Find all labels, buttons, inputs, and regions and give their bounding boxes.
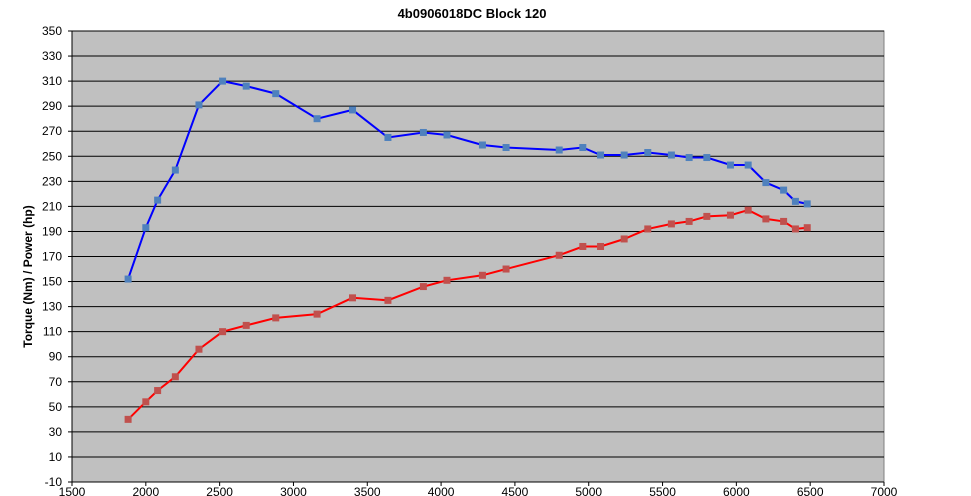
data-point: [579, 242, 587, 250]
data-point: [349, 294, 357, 302]
data-point: [703, 154, 711, 162]
data-point: [171, 373, 179, 381]
data-point: [579, 144, 587, 152]
series-1: [124, 206, 811, 423]
data-point: [644, 149, 652, 157]
data-point: [620, 151, 628, 159]
data-point: [443, 131, 451, 139]
data-point: [313, 310, 321, 318]
data-point: [154, 196, 162, 204]
data-point: [685, 154, 693, 162]
y-tick-label: 150: [42, 275, 62, 289]
data-point: [419, 128, 427, 136]
x-tick-label: 3000: [280, 485, 307, 496]
data-point: [791, 197, 799, 205]
y-axis-tick-labels: -10 10 30 50 70 90 110 130 150 170 190 210 230 250 270…: [42, 24, 72, 489]
y-tick-label: 190: [42, 224, 62, 238]
data-point: [171, 166, 179, 174]
y-tick-label: 110: [43, 325, 62, 339]
y-tick-label: 30: [49, 425, 63, 439]
x-tick-label: 4000: [428, 485, 455, 496]
data-point: [502, 265, 510, 273]
y-tick-label: 270: [42, 124, 62, 138]
data-point: [597, 242, 605, 250]
data-point: [478, 271, 486, 279]
y-tick-label: 170: [42, 250, 62, 264]
x-tick-label: 7000: [871, 485, 898, 496]
data-point: [726, 161, 734, 169]
x-tick-label: 2000: [132, 485, 159, 496]
data-point: [644, 225, 652, 233]
y-tick-label: 210: [42, 199, 62, 213]
data-point: [349, 106, 357, 114]
x-tick-label: 5000: [575, 485, 602, 496]
data-point: [502, 144, 510, 152]
gridlines: [72, 30, 884, 458]
data-point: [384, 133, 392, 141]
data-point: [667, 151, 675, 159]
data-point: [142, 224, 150, 232]
x-tick-label: 6000: [723, 485, 750, 496]
data-point: [195, 101, 203, 109]
data-point: [195, 345, 203, 353]
chart-title: 4b0906018DC Block 120: [398, 6, 547, 21]
data-point: [384, 296, 392, 304]
x-axis-tick-labels: 1500 2000 2500 3000 3500 4000 4500 5000 5500 6000…: [59, 482, 898, 496]
data-point: [272, 90, 280, 98]
data-point: [272, 314, 280, 322]
data-point: [703, 212, 711, 220]
data-point: [154, 387, 162, 395]
data-point: [803, 224, 811, 232]
data-point: [791, 225, 799, 233]
data-point: [762, 179, 770, 187]
x-tick-label: 4500: [502, 485, 529, 496]
data-point: [419, 283, 427, 291]
y-tick-label: 350: [42, 24, 62, 38]
y-tick-label: 330: [42, 49, 62, 63]
y-tick-label: 290: [42, 99, 62, 113]
data-point: [443, 276, 451, 284]
y-tick-label: 230: [42, 174, 62, 188]
y-tick-label: 250: [42, 149, 62, 163]
data-point: [219, 77, 227, 85]
y-tick-label: 90: [49, 350, 63, 364]
data-point: [124, 415, 132, 423]
data-point: [744, 206, 752, 214]
y-tick-label: 50: [49, 400, 63, 414]
y-axis-label: Torque (Nm) / Power (hp): [21, 205, 35, 347]
data-point: [219, 328, 227, 336]
y-tick-label: 70: [49, 375, 63, 389]
data-point: [780, 217, 788, 225]
data-point: [555, 146, 563, 154]
data-point: [744, 161, 752, 169]
x-tick-label: 2500: [206, 485, 233, 496]
data-point: [803, 200, 811, 208]
data-point: [597, 151, 605, 159]
data-point: [762, 215, 770, 223]
data-point: [124, 275, 132, 283]
data-point: [667, 220, 675, 228]
x-tick-label: 1500: [59, 485, 86, 496]
data-point: [685, 217, 693, 225]
data-point: [242, 82, 250, 90]
data-point: [726, 211, 734, 219]
x-tick-label: 6500: [797, 485, 824, 496]
data-point: [242, 321, 250, 329]
data-point: [313, 115, 321, 123]
y-tick-label: -10: [45, 475, 63, 489]
series-0: [124, 77, 811, 283]
data-point: [478, 141, 486, 149]
y-tick-label: 130: [42, 300, 62, 314]
data-point: [555, 251, 563, 259]
series-group: [124, 77, 811, 423]
y-tick-label: 310: [42, 74, 62, 88]
data-point: [142, 398, 150, 406]
y-tick-label: 10: [49, 450, 63, 464]
x-tick-label: 5500: [649, 485, 676, 496]
data-point: [620, 235, 628, 243]
x-tick-label: 3500: [354, 485, 381, 496]
data-point: [780, 186, 788, 194]
